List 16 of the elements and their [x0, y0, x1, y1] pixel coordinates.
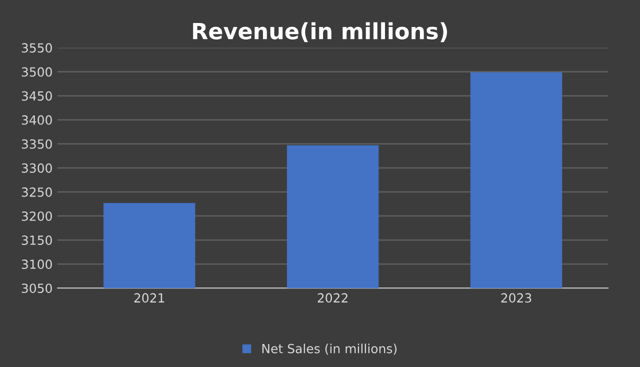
- y-tick-label: 3250: [22, 187, 52, 197]
- y-tick-label: 3500: [22, 67, 52, 77]
- y-tick-label: 3300: [22, 163, 52, 173]
- y-tick-label: 3150: [22, 235, 52, 245]
- y-tick-label: 3450: [22, 91, 52, 101]
- legend-label: Net Sales (in millions): [262, 344, 397, 355]
- y-tick-label: 3050: [22, 284, 52, 294]
- x-tick-label: 2023: [501, 293, 532, 303]
- y-tick-label: 3550: [22, 43, 52, 53]
- y-tick-label: 3350: [22, 139, 52, 149]
- y-tick-label: 3400: [22, 115, 52, 125]
- y-tick-label: 3100: [22, 260, 52, 269]
- x-tick-label: 2021: [134, 293, 164, 303]
- x-tick-label: 2022: [318, 293, 348, 303]
- chart-title: Revenue(in millions): [193, 22, 448, 42]
- y-tick-label: 3200: [22, 211, 52, 221]
